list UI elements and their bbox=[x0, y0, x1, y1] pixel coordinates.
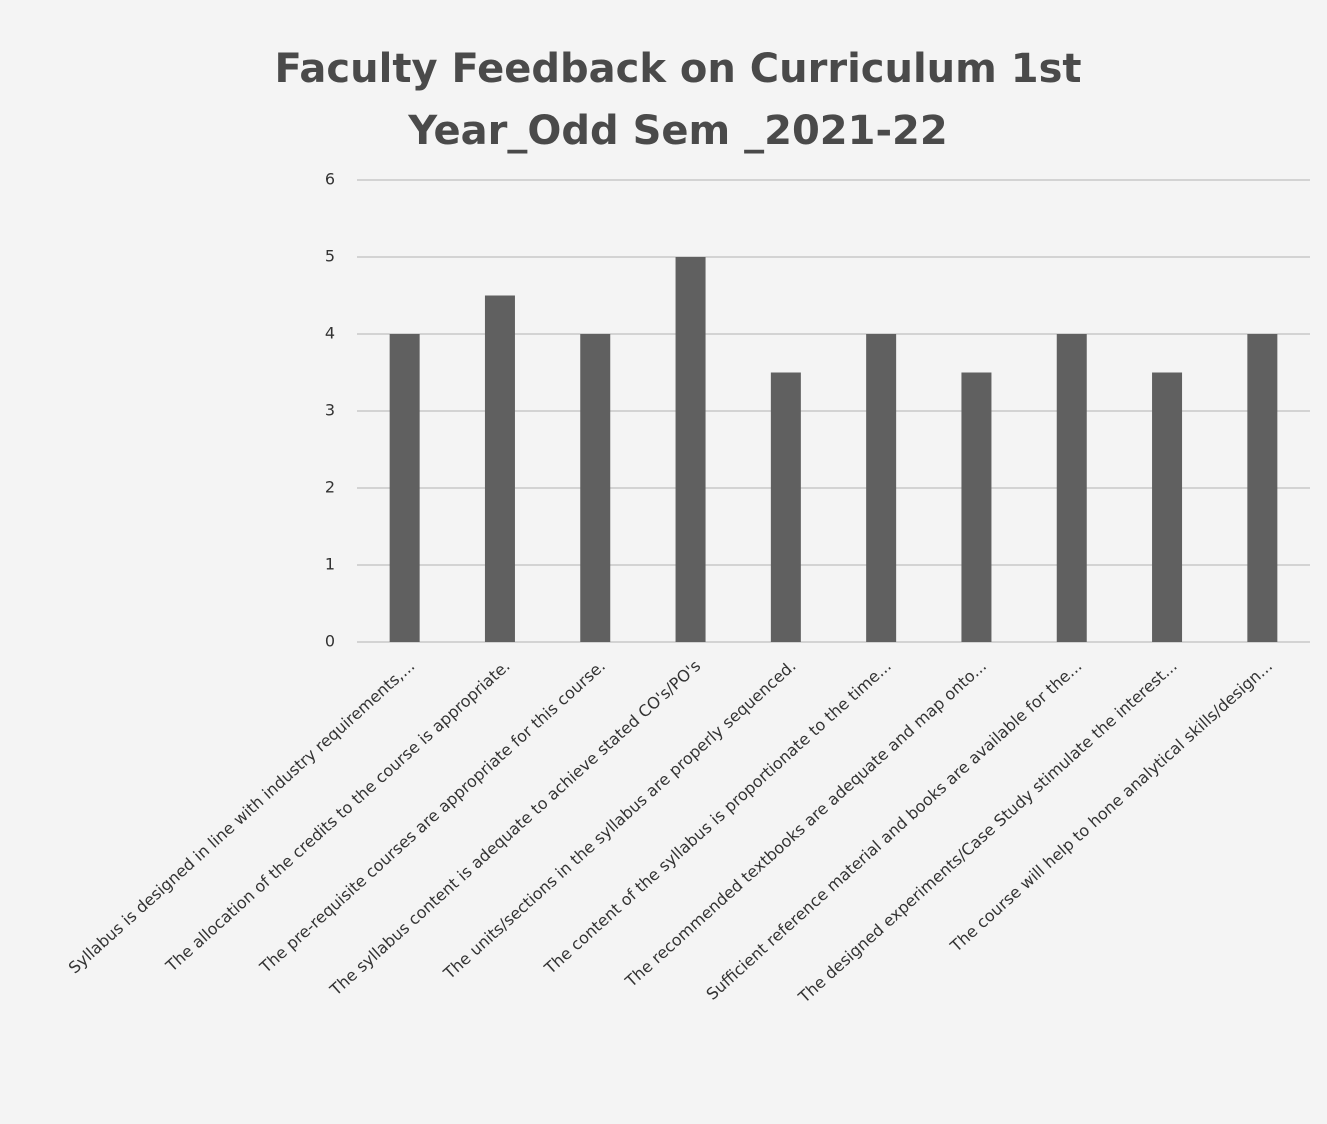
x-tick-label: The content of the syllabus is proportio… bbox=[540, 656, 895, 978]
y-tick-label: 0 bbox=[325, 632, 335, 651]
y-tick-label: 6 bbox=[325, 170, 335, 189]
bar bbox=[580, 334, 611, 642]
x-tick-label: The pre-requisite courses are appropriat… bbox=[255, 656, 609, 977]
bar bbox=[675, 257, 706, 642]
x-tick-label: The syllabus content is adequate to achi… bbox=[325, 656, 704, 1000]
x-tick-label: The units/sections in the syllabus are p… bbox=[439, 656, 799, 983]
bar bbox=[866, 334, 897, 642]
x-tick-label: Sufficient reference material and books … bbox=[702, 656, 1085, 1003]
x-tick-label: Syllabus is designed in line with indust… bbox=[65, 656, 419, 977]
bar bbox=[1247, 334, 1278, 642]
x-tick-label: The course will help to hone analytical … bbox=[946, 656, 1276, 956]
bar bbox=[1056, 334, 1087, 642]
chart-title: Faculty Feedback on Curriculum 1st Year_… bbox=[274, 46, 1082, 154]
y-tick-label: 2 bbox=[325, 478, 335, 497]
bar bbox=[961, 372, 992, 642]
y-tick-label: 1 bbox=[325, 555, 335, 574]
bar bbox=[389, 334, 420, 642]
bar bbox=[484, 295, 515, 642]
y-tick-label: 3 bbox=[325, 401, 335, 420]
bar bbox=[1152, 372, 1183, 642]
y-tick-label: 5 bbox=[325, 247, 335, 266]
x-tick-label: The recommended textbooks are adequate a… bbox=[621, 656, 990, 991]
bar bbox=[770, 372, 801, 642]
x-tick-label: The allocation of the credits to the cou… bbox=[161, 656, 513, 976]
y-tick-label: 4 bbox=[325, 324, 335, 343]
